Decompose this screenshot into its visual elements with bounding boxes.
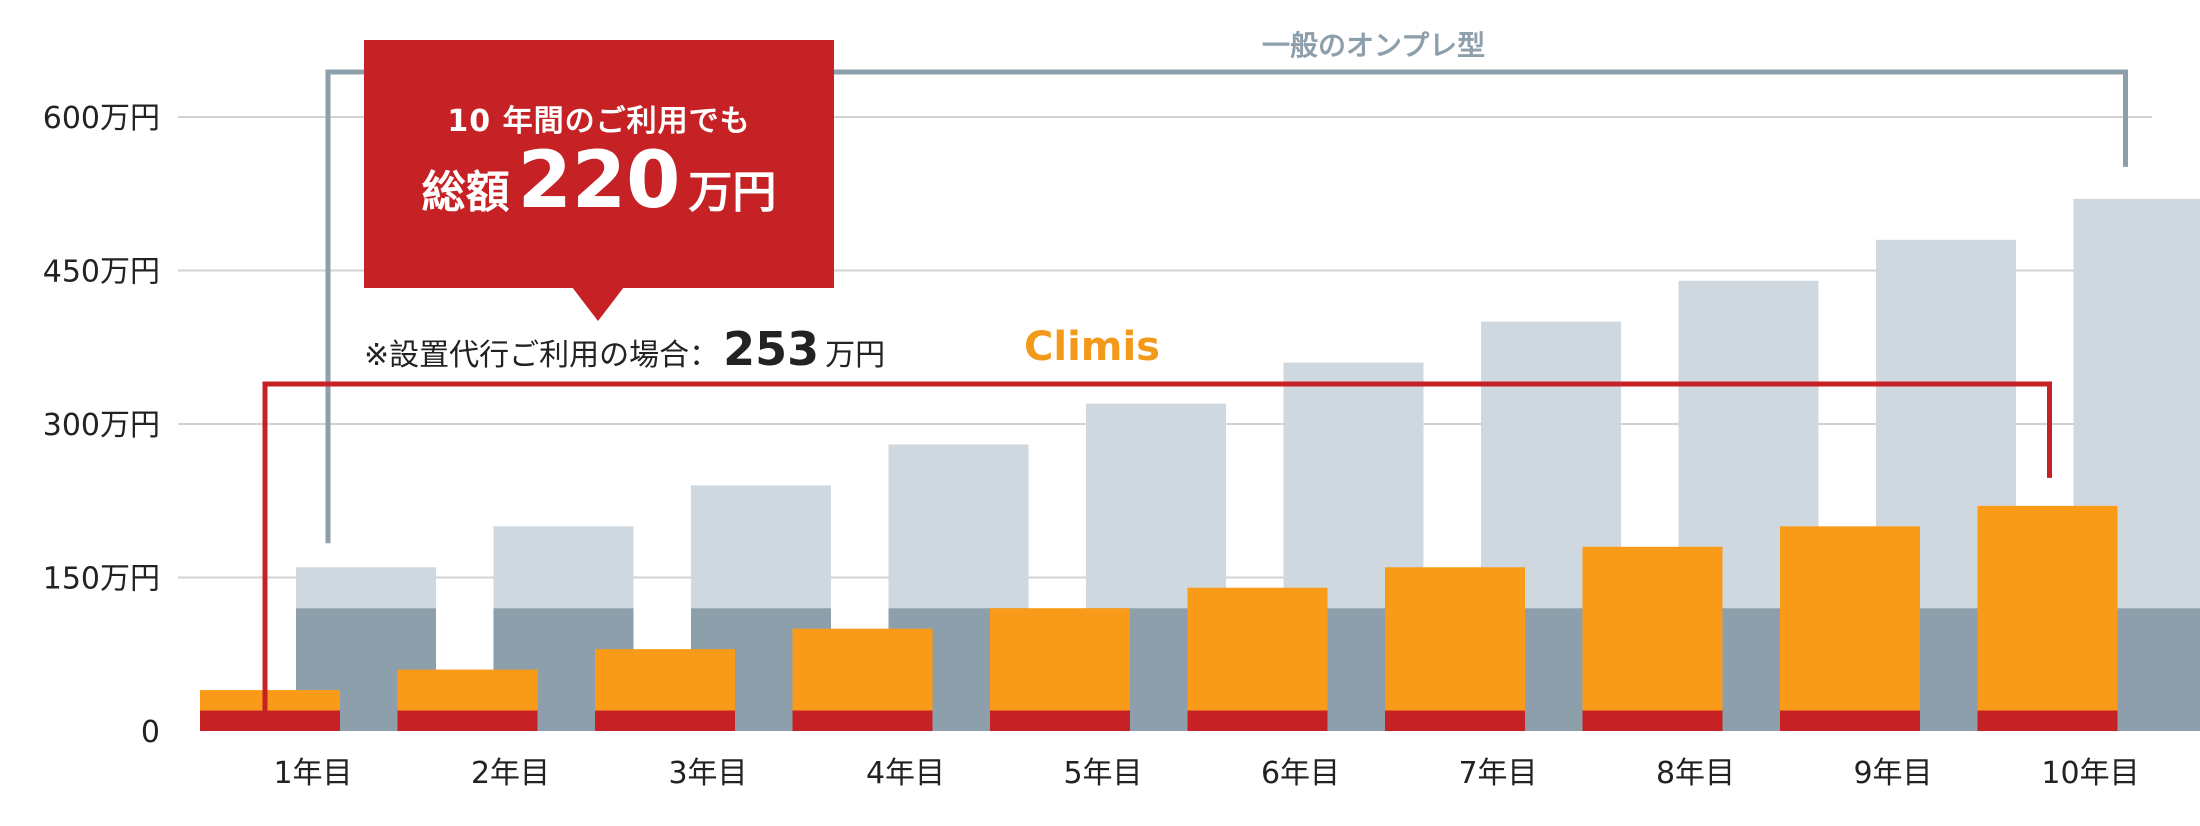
x-axis: 1年目 2年目 3年目 4年目 5年目 6年目 7年目 8年目 9年目 10年目 bbox=[273, 756, 2139, 791]
climis-bar-base bbox=[1385, 710, 1525, 731]
note-value: 253 bbox=[723, 322, 820, 376]
x-category-label: 7年目 bbox=[1458, 756, 1537, 791]
climis-bar-variable bbox=[1977, 505, 2118, 711]
climis-bar-variable bbox=[1187, 587, 1328, 711]
climis-bar-base bbox=[990, 710, 1130, 731]
x-category-label: 5年目 bbox=[1063, 756, 1142, 791]
climis-bar-variable bbox=[1780, 526, 1920, 711]
total-cost-callout: 10 年間のご利用でも 総額 220 万円 bbox=[364, 40, 834, 288]
x-category-label: 8年目 bbox=[1656, 756, 1735, 791]
climis-bar-variable bbox=[397, 669, 538, 711]
climis-bar-variable bbox=[595, 649, 735, 711]
x-category-label: 4年目 bbox=[866, 756, 945, 791]
y-tick-label: 600万円 bbox=[43, 101, 160, 136]
climis-bracket bbox=[262, 381, 2052, 729]
callout-total: 総額 220 万円 bbox=[364, 136, 834, 226]
callout-pointer bbox=[572, 287, 624, 321]
x-category-label: 3年目 bbox=[668, 756, 747, 791]
climis-bar-base bbox=[1977, 710, 2118, 731]
onpre-bar-variable bbox=[296, 567, 436, 609]
climis-bar-base bbox=[1582, 710, 1723, 731]
onpre-bracket bbox=[325, 69, 2128, 544]
climis-bar-base bbox=[792, 710, 933, 731]
note-unit: 万円 bbox=[825, 338, 886, 373]
y-axis: 0 150万円 300万円 450万円 600万円 bbox=[43, 101, 160, 750]
onpre-bar-variable bbox=[888, 444, 1029, 609]
climis-bar-base bbox=[397, 710, 538, 731]
climis-bar-base bbox=[595, 710, 735, 731]
callout-unit: 万円 bbox=[688, 167, 777, 218]
climis-series-label: Climis bbox=[1024, 324, 1160, 370]
callout-line1: 10 年間のご利用でも bbox=[447, 104, 751, 139]
note-prefix: ※設置代行ご利用の場合： bbox=[364, 338, 720, 373]
climis-bar-variable bbox=[990, 608, 1130, 711]
x-category-label: 6年目 bbox=[1261, 756, 1340, 791]
callout-prefix: 総額 bbox=[421, 167, 510, 218]
onpre-series-label: 一般のオンプレ型 bbox=[1262, 29, 1486, 62]
y-tick-label: 450万円 bbox=[43, 255, 160, 290]
x-category-label: 10年目 bbox=[2041, 756, 2139, 791]
onpre-bar-variable bbox=[493, 526, 634, 609]
bars bbox=[200, 198, 2200, 731]
x-category-label: 1年目 bbox=[273, 756, 352, 791]
climis-bar-base bbox=[200, 710, 340, 731]
climis-bar-variable bbox=[200, 690, 340, 711]
climis-bar-base bbox=[1187, 710, 1328, 731]
y-tick-label: 0 bbox=[141, 715, 160, 750]
installation-note: ※設置代行ご利用の場合：253 万円 bbox=[364, 322, 885, 376]
brackets bbox=[262, 69, 2128, 729]
x-category-label: 2年目 bbox=[471, 756, 550, 791]
climis-bar-variable bbox=[1385, 567, 1525, 711]
onpre-bar-variable bbox=[691, 485, 831, 609]
y-tick-label: 300万円 bbox=[43, 408, 160, 443]
x-category-label: 9年目 bbox=[1853, 756, 1932, 791]
y-tick-label: 150万円 bbox=[43, 562, 160, 597]
climis-bar-variable bbox=[1582, 546, 1723, 711]
callout-value: 220 bbox=[517, 136, 681, 226]
climis-bar-base bbox=[1780, 710, 1920, 731]
onpre-bar-variable bbox=[1086, 403, 1226, 609]
climis-bar-variable bbox=[792, 628, 933, 711]
